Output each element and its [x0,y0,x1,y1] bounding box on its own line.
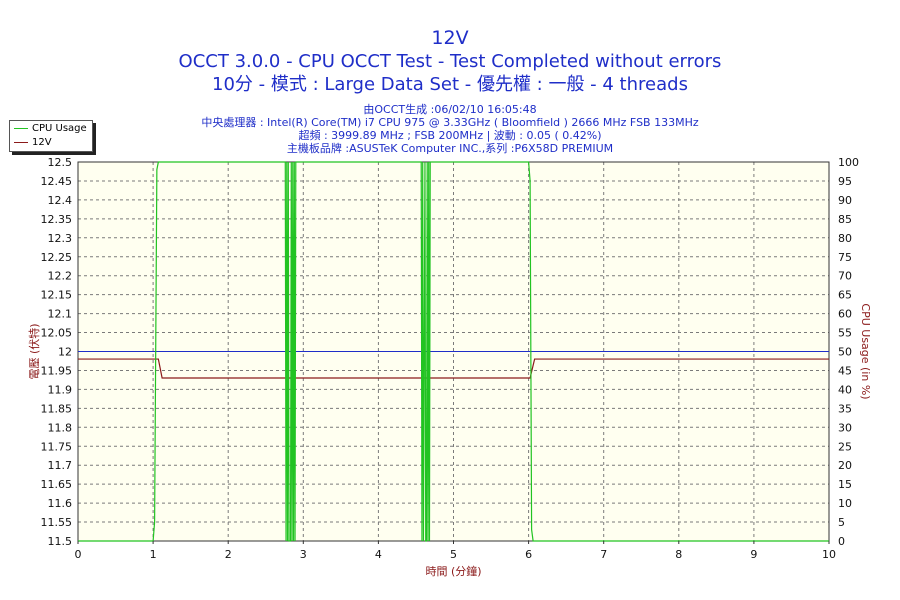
chart-legend: CPU Usage 12V [9,120,93,152]
y-right-tick-label: 35 [838,402,852,415]
info-cpu: 中央處理器 : Intel(R) Core(TM) i7 CPU 975 @ 3… [201,116,699,129]
y-left-tick-label: 11.7 [48,459,73,472]
y-right-tick-label: 20 [838,459,852,472]
x-tick-label: 8 [675,548,682,561]
y-right-tick-label: 65 [838,289,852,302]
chart-subtitle-mode: 10分 - 模式 : Large Data Set - 優先權 : 一般 - 4… [212,74,688,95]
y-right-tick-label: 45 [838,364,852,377]
y-axis-label-right: CPU Usage (in %) [859,303,872,399]
y-right-tick-label: 15 [838,478,852,491]
series-line-12v [78,358,829,379]
y-axis-label-left: 電壓 (伏特) [27,323,41,379]
info-motherboard: 主機板品牌 :ASUSTeK Computer INC.,系列 :P6X58D … [286,142,614,155]
x-tick-label: 5 [450,548,457,561]
y-left-tick-label: 11.55 [41,516,73,529]
y-left-tick-label: 12.3 [48,232,73,245]
x-tick-label: 1 [150,548,157,561]
y-left-tick-label: 12.15 [41,289,73,302]
y-left-tick-label: 12.35 [41,213,73,226]
y-left-tick-label: 12.4 [48,194,73,207]
y-left-tick-label: 11.6 [48,497,73,510]
y-right-tick-label: 80 [838,232,852,245]
legend-label-cpu-usage: CPU Usage [32,123,87,134]
y-right-tick-label: 40 [838,383,852,396]
y-right-tick-label: 0 [838,535,845,548]
y-right-tick-label: 30 [838,421,852,434]
y-left-tick-label: 12.5 [48,156,73,169]
y-right-tick-label: 90 [838,194,852,207]
y-left-tick-label: 12.1 [48,308,73,321]
legend-item-cpu-usage: CPU Usage [14,123,87,135]
y-right-tick-label: 95 [838,175,852,188]
y-left-tick-label: 12.45 [41,175,73,188]
y-left-tick-label: 11.75 [41,440,73,453]
y-left-tick-label: 12 [58,346,72,359]
legend-swatch-cpu-usage [14,127,28,129]
y-right-tick-label: 75 [838,251,852,264]
x-tick-label: 10 [822,548,836,561]
x-tick-label: 4 [375,548,382,561]
legend-item-12v: 12V [14,137,52,149]
chart-subtitle-test: OCCT 3.0.0 - CPU OCCT Test - Test Comple… [178,51,722,72]
y-left-tick-label: 12.05 [41,327,73,340]
y-left-tick-label: 11.65 [41,478,73,491]
x-tick-label: 6 [525,548,532,561]
y-right-tick-label: 25 [838,440,852,453]
x-tick-label: 0 [75,548,82,561]
x-tick-label: 3 [300,548,307,561]
y-right-tick-label: 10 [838,497,852,510]
y-left-tick-label: 11.9 [48,383,73,396]
x-tick-label: 9 [750,548,757,561]
y-left-tick-label: 12.25 [41,251,73,264]
x-tick-label: 7 [600,548,607,561]
y-right-tick-label: 100 [838,156,859,169]
chart-title: 12V [431,27,469,49]
y-left-tick-label: 12.2 [48,270,73,283]
y-right-tick-label: 55 [838,327,852,340]
legend-label-12v: 12V [32,137,52,148]
y-left-tick-label: 11.8 [48,421,73,434]
x-axis-label: 時間 (分鐘) [425,564,481,578]
y-right-tick-label: 5 [838,516,845,529]
y-right-tick-label: 60 [838,308,852,321]
y-right-tick-label: 85 [838,213,852,226]
series-line-cpu-usage [78,161,829,542]
y-right-tick-label: 50 [838,346,852,359]
y-left-tick-label: 11.5 [48,535,73,548]
x-tick-label: 2 [225,548,232,561]
info-overclock: 超頻 : 3999.89 MHz ; FSB 200MHz | 波動 : 0.0… [298,129,602,142]
y-right-tick-label: 70 [838,270,852,283]
y-left-tick-label: 11.95 [41,364,73,377]
legend-swatch-12v [14,141,28,143]
info-generated: 由OCCT生成 :06/02/10 16:05:48 [363,103,537,116]
y-left-tick-label: 11.85 [41,402,73,415]
